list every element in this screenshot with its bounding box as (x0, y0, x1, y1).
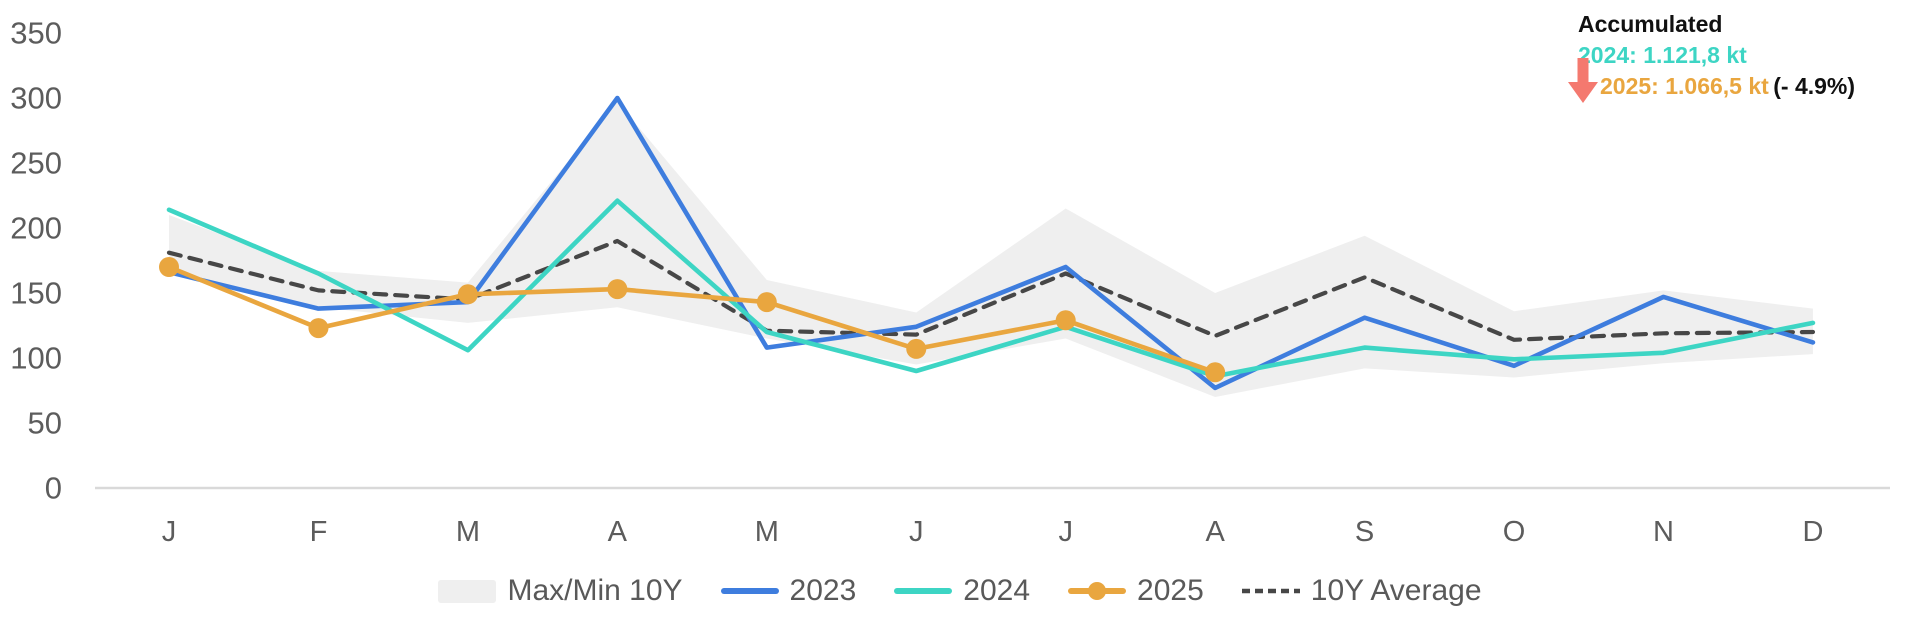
annotation-delta-percent: (- 4.9%) (1773, 73, 1856, 99)
annotation-title: Accumulated (1578, 11, 1723, 37)
x-axis-month-label: D (1802, 516, 1823, 548)
data-point-2025 (159, 257, 179, 277)
x-axis-month-label: M (755, 516, 779, 548)
legend-label: Max/Min 10Y (507, 574, 683, 607)
legend-item-10y-average[interactable]: 10Y Average (1241, 574, 1482, 608)
legend-item-2023[interactable]: 2023 (720, 574, 857, 608)
x-axis-month-label: M (456, 516, 480, 548)
max-min-band (169, 101, 1813, 398)
x-axis-month-label: F (310, 516, 328, 548)
y-axis-tick-label: 0 (45, 471, 62, 506)
monthly-line-chart: 0 50 100 150 200 250 300 350 J F M A M J J A S O N D (10, 16, 1890, 548)
y-axis-tick-label: 150 (10, 276, 62, 311)
legend-label: 10Y Average (1310, 574, 1482, 607)
line-swatch-icon (894, 588, 953, 594)
line-swatch-icon (720, 588, 779, 594)
legend-item-max-min-10y[interactable]: Max/Min 10Y (438, 574, 683, 608)
series-line-2023 (166, 95, 1816, 391)
y-axis-tick-label: 50 (28, 406, 62, 441)
y-axis-tick-label: 200 (10, 211, 62, 246)
annotation-2025-total: 2025: 1.066,5 kt (1600, 73, 1769, 99)
legend-label: 2025 (1137, 574, 1204, 607)
legend-item-2025[interactable]: 2025 (1068, 574, 1204, 608)
x-axis-month-label: J (1058, 516, 1073, 548)
data-point-2025 (457, 284, 478, 305)
x-axis-month-label: A (1205, 516, 1225, 548)
line-marker-swatch-icon (1068, 581, 1127, 601)
data-point-2025 (308, 318, 329, 339)
x-axis-month-label: J (909, 516, 924, 548)
x-axis-month-label: O (1503, 516, 1526, 548)
data-point-2025 (1055, 310, 1076, 331)
accumulated-annotation: Accumulated 2024: 1.121,8 kt 2025: 1.066… (1568, 10, 1856, 104)
band-swatch-icon (438, 579, 497, 603)
chart-legend: Max/Min 10Y 2023 2024 2025 10Y Average (0, 568, 1920, 614)
legend-label: 2023 (789, 574, 857, 607)
series-line-2025 (166, 264, 1218, 375)
x-axis-month-label: S (1355, 516, 1374, 548)
annotation-2025-row: 2025: 1.066,5 kt (- 4.9%) (1568, 58, 1856, 104)
down-arrow-icon (1568, 58, 1598, 103)
annotation-2024-total: 2024: 1.121,8 kt (1578, 42, 1747, 68)
x-axis-month-label: A (608, 516, 628, 548)
series-line-2024 (166, 198, 1816, 379)
dashed-swatch-icon (1241, 588, 1300, 594)
data-point-2025 (607, 279, 628, 300)
y-axis-tick-label: 250 (10, 146, 62, 181)
x-axis-month-label: J (162, 516, 177, 548)
data-point-2025 (756, 292, 777, 313)
y-axis-tick-label: 100 (10, 341, 62, 376)
legend-item-2024[interactable]: 2024 (894, 574, 1030, 608)
legend-label: 2024 (963, 574, 1031, 607)
data-point-2025 (1205, 362, 1226, 383)
x-axis-month-label: N (1653, 516, 1674, 548)
y-axis-tick-label: 350 (10, 16, 62, 51)
y-axis-tick-label: 300 (10, 81, 62, 116)
data-point-2025 (906, 338, 927, 359)
